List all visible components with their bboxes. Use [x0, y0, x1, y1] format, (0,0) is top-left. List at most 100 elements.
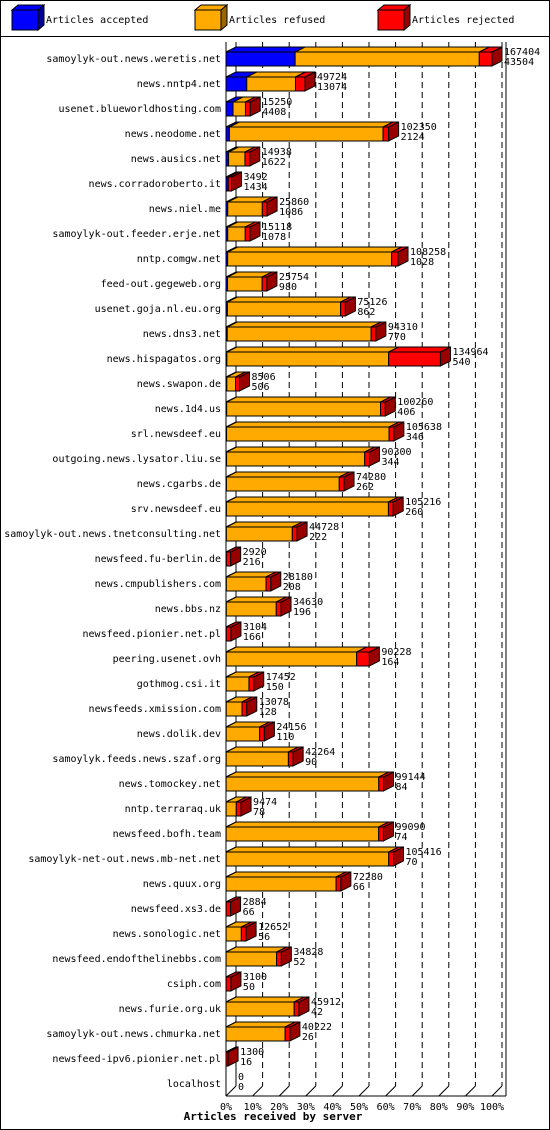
- total-label: 94310: [388, 322, 418, 333]
- bar-segment: [378, 826, 384, 842]
- y-tick-label: newsfeed.fu-berlin.de: [95, 554, 221, 565]
- total-label: 8506: [252, 372, 276, 383]
- bar-top: [225, 1021, 296, 1028]
- bar-top: [226, 521, 303, 528]
- bar-segment: [227, 251, 393, 267]
- total-label: 9474: [253, 797, 277, 808]
- bar-segment: [225, 976, 232, 992]
- bar-top: [226, 421, 400, 428]
- bar-segment: [378, 776, 385, 792]
- accepted-label: 406: [397, 407, 415, 418]
- bar-segment: [382, 126, 390, 142]
- bar-segment: [225, 526, 293, 542]
- accepted-label: 1434: [244, 182, 268, 193]
- y-tick-label: news.tomockey.net: [119, 779, 221, 790]
- bar-side: [491, 46, 503, 67]
- accepted-label: 42: [311, 1007, 323, 1018]
- bar-segment: [225, 651, 358, 667]
- total-label: 99090: [395, 822, 425, 833]
- total-label: 45912: [311, 997, 341, 1008]
- bar-segment: [225, 901, 232, 917]
- x-tick-label: 20%: [270, 1102, 288, 1113]
- bar-segment: [226, 426, 390, 442]
- bar-segment: [232, 101, 246, 117]
- bar-side: [240, 796, 252, 817]
- y-tick-label: usenet.goja.nl.eu.org: [95, 304, 221, 315]
- total-label: 105216: [405, 497, 441, 508]
- x-tick-label: 0%: [220, 1102, 232, 1113]
- tick-mark: [332, 1085, 343, 1097]
- total-label: 44728: [309, 522, 339, 533]
- legend-swatch: [194, 9, 222, 31]
- total-label: 28180: [283, 572, 313, 583]
- bar-segment: [226, 401, 382, 417]
- y-tick-label: samoylyk.feeds.news.szaf.org: [52, 754, 221, 765]
- bar-segment: [225, 76, 248, 92]
- bar-segment: [388, 426, 395, 442]
- y-tick-label: newsfeed.bofh.team: [113, 829, 221, 840]
- legend-swatch-side: [37, 3, 45, 32]
- bar-segment: [227, 226, 246, 242]
- bar-segment: [225, 51, 296, 67]
- x-tick-label: 30%: [297, 1102, 315, 1113]
- bar-top: [226, 646, 367, 653]
- accepted-label: 52: [293, 957, 305, 968]
- accepted-label: 260: [405, 507, 423, 518]
- bar-side: [230, 971, 242, 992]
- bar-segment: [388, 351, 441, 367]
- y-tick-label: samoylyk-out.news.tnetconsulting.net: [4, 529, 221, 540]
- accepted-label: 166: [243, 632, 261, 643]
- x-tick-label: 10%: [244, 1102, 262, 1113]
- total-label: 2884: [243, 897, 267, 908]
- bar-segment: [244, 101, 251, 117]
- y-tick-label: feed-out.gegeweb.org: [101, 279, 221, 290]
- bar-segment: [244, 151, 251, 167]
- bar-segment: [370, 326, 377, 342]
- total-label: 105416: [406, 847, 442, 858]
- x-tick-label: 50%: [350, 1102, 368, 1113]
- bar-segment: [356, 651, 370, 667]
- total-label: 34828: [293, 947, 323, 958]
- bar-top: [229, 121, 394, 128]
- legend-swatch: [11, 9, 39, 31]
- x-axis-label: Articles received by server: [184, 1110, 363, 1123]
- y-tick-label: srl.newsdeef.eu: [131, 429, 221, 440]
- bar-side: [280, 596, 292, 617]
- bar-segment: [335, 876, 342, 892]
- bar-segment: [225, 501, 389, 517]
- bar-side: [383, 771, 395, 792]
- y-tick-label: samoylyk-out.news.weretis.net: [46, 54, 221, 65]
- accepted-label: 78: [253, 807, 265, 818]
- bar-segment: [380, 401, 386, 417]
- bar-top: [227, 246, 402, 253]
- bar-segment: [235, 376, 241, 392]
- total-label: 17452: [266, 672, 296, 683]
- total-label: 25754: [279, 272, 309, 283]
- total-label: 134964: [452, 347, 488, 358]
- bar-side: [340, 871, 352, 892]
- accepted-label: 4408: [262, 107, 286, 118]
- bar-side: [368, 646, 380, 667]
- total-label: 72280: [353, 872, 383, 883]
- accepted-label: 862: [357, 307, 375, 318]
- bar-segment: [225, 751, 289, 767]
- bar-segment: [225, 801, 237, 817]
- bar-top: [225, 746, 299, 753]
- x-tick-label: 40%: [323, 1102, 341, 1113]
- y-tick-label: usenet.blueworldhosting.com: [58, 104, 221, 115]
- tick-mark: [411, 1085, 423, 1097]
- bar-side: [266, 196, 278, 217]
- accepted-label: 222: [309, 532, 327, 543]
- bar-side: [388, 121, 400, 142]
- bar-side: [245, 921, 257, 942]
- total-label: 90228: [381, 647, 411, 658]
- bar-segment: [228, 151, 246, 167]
- bar-segment: [246, 76, 296, 92]
- total-label: 34630: [293, 597, 323, 608]
- accepted-label: 74: [395, 832, 407, 843]
- y-tick-label: localhost: [167, 1079, 221, 1090]
- bar-side: [392, 496, 404, 517]
- tick-mark: [252, 1085, 263, 1097]
- bar-segment: [291, 526, 298, 542]
